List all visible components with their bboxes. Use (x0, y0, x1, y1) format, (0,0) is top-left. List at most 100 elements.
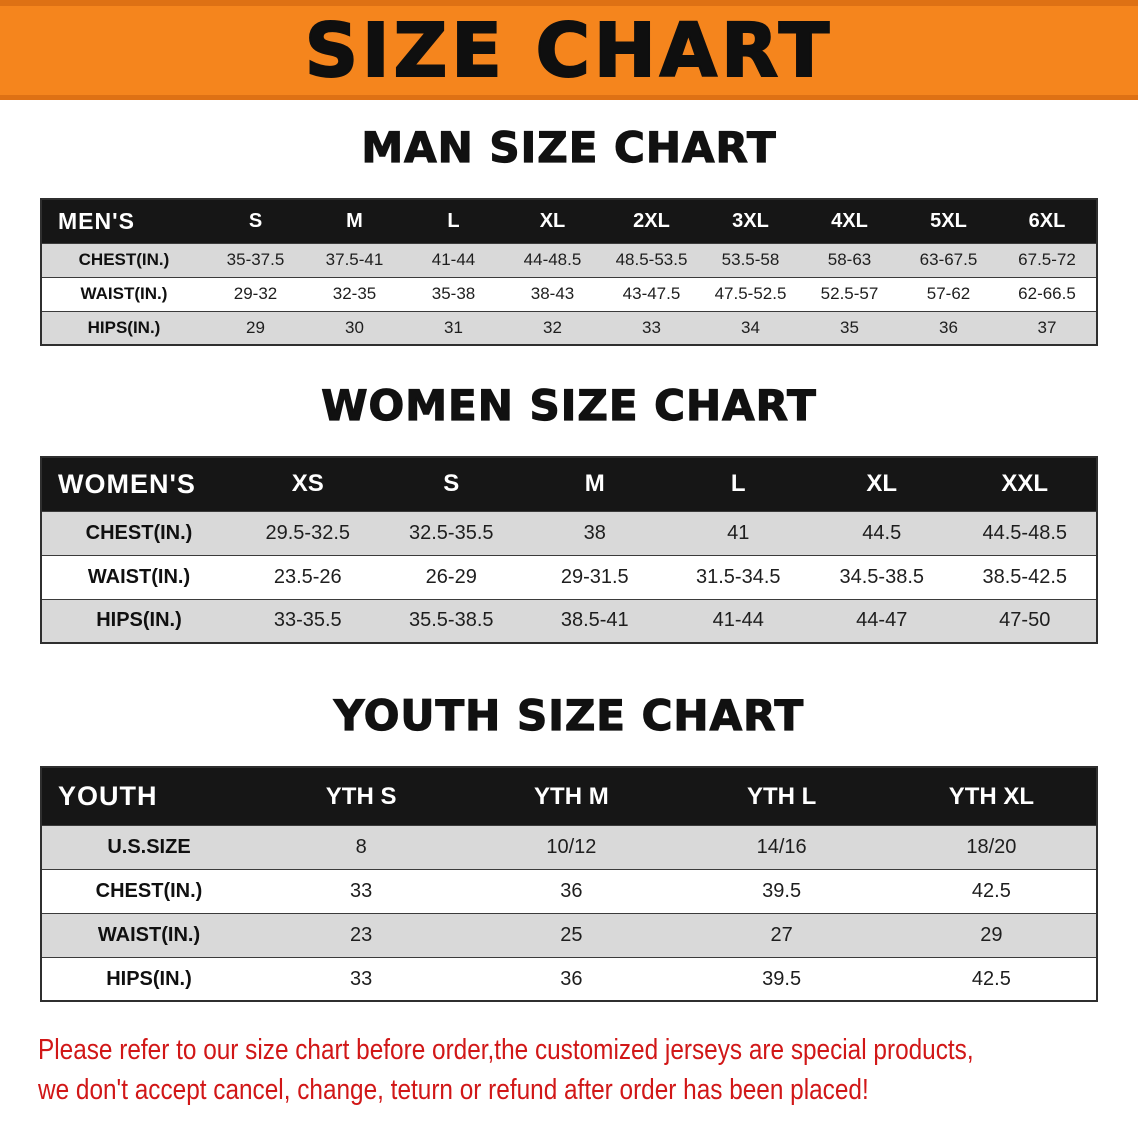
youth-size-table: YOUTH YTH S YTH M YTH L YTH XL U.S.SIZE … (40, 766, 1098, 1003)
table-cell: 36 (560, 967, 583, 990)
men-chart-heading: MAN SIZE CHART (361, 123, 777, 172)
table-cell: 36 (560, 879, 583, 902)
table-cell: 37.5-41 (325, 250, 384, 270)
table-cell: 58-63 (827, 250, 872, 270)
row-label: U.S.SIZE (107, 835, 191, 858)
table-cell: 29 (246, 317, 265, 337)
table-cell: 25 (560, 923, 583, 946)
row-label: CHEST(IN.) (85, 521, 193, 544)
men-corner-label: MEN'S (41, 199, 206, 244)
table-cell: 39.5 (762, 879, 802, 902)
table-cell: 48.5-53.5 (615, 250, 688, 270)
table-cell: 38 (583, 521, 606, 544)
column-header: 5XL (899, 199, 998, 244)
table-cell: 29.5-32.5 (265, 521, 350, 544)
disclaimer-line-1: Please refer to our size chart before or… (38, 1034, 974, 1067)
column-header: 6XL (998, 199, 1097, 244)
table-cell: 47-50 (999, 609, 1051, 632)
table-cell: 47.5-52.5 (714, 284, 787, 304)
table-cell: 44-48.5 (523, 250, 582, 270)
column-header: YTH XL (886, 767, 1097, 826)
row-label: CHEST(IN.) (95, 879, 203, 902)
column-header: YTH M (466, 767, 677, 826)
column-header: XL (810, 457, 954, 512)
table-row: CHEST(IN.) 29.5-32.5 32.5-35.5 38 41 44.… (41, 511, 1097, 556)
table-row: U.S.SIZE 8 10/12 14/16 18/20 (41, 825, 1097, 870)
table-cell: 23 (350, 923, 373, 946)
table-cell: 67.5-72 (1018, 250, 1076, 270)
table-row: WAIST(IN.) 23.5-26 26-29 29-31.5 31.5-34… (41, 555, 1097, 600)
table-cell: 26-29 (425, 565, 477, 588)
column-header: L (404, 199, 503, 244)
table-cell: 36 (939, 317, 958, 337)
table-cell: 8 (355, 835, 367, 858)
row-label: HIPS(IN.) (87, 317, 161, 337)
column-header: YTH S (256, 767, 467, 826)
column-header: M (523, 457, 667, 512)
table-cell: 35.5-38.5 (408, 609, 494, 632)
banner-title: SIZE CHART (304, 7, 834, 94)
table-cell: 29 (980, 923, 1003, 946)
women-size-table: WOMEN'S XS S M L XL XXL CHEST(IN.) 29.5-… (40, 456, 1098, 645)
table-cell: 18/20 (966, 835, 1017, 858)
table-cell: 42.5 (971, 879, 1011, 902)
table-cell: 39.5 (762, 967, 802, 990)
column-header: M (305, 199, 404, 244)
table-row: CHEST(IN.) 33 36 39.5 42.5 (41, 869, 1097, 914)
table-row: WAIST(IN.) 23 25 27 29 (41, 913, 1097, 958)
table-cell: 23.5-26 (273, 565, 342, 588)
women-corner-label: WOMEN'S (41, 457, 236, 512)
women-chart-heading: WOMEN SIZE CHART (321, 381, 817, 431)
table-cell: 14/16 (756, 835, 807, 858)
table-cell: 35-38 (431, 284, 476, 304)
table-cell: 34.5-38.5 (839, 565, 924, 588)
table-cell: 44.5-48.5 (982, 521, 1067, 544)
table-cell: 57-62 (926, 284, 971, 304)
table-cell: 33 (350, 967, 373, 990)
column-header: S (379, 457, 523, 512)
table-cell: 32.5-35.5 (408, 521, 494, 544)
table-row: WAIST(IN.) 29-32 32-35 35-38 38-43 43-47… (41, 277, 1097, 312)
table-cell: 27 (770, 923, 793, 946)
column-header: XS (236, 457, 380, 512)
column-header: XL (503, 199, 602, 244)
table-cell: 33 (642, 317, 661, 337)
table-cell: 31 (444, 317, 463, 337)
men-header-row: MEN'S S M L XL 2XL 3XL 4XL 5XL 6XL (41, 199, 1097, 244)
column-header: XXL (953, 457, 1097, 512)
table-cell: 38.5-41 (560, 609, 629, 632)
table-cell: 29-32 (233, 284, 278, 304)
men-size-table: MEN'S S M L XL 2XL 3XL 4XL 5XL 6XL CHEST… (40, 198, 1098, 347)
table-cell: 44-47 (856, 609, 908, 632)
disclaimer-line-2: we don't accept cancel, change, teturn o… (38, 1074, 869, 1107)
table-cell: 10/12 (546, 835, 597, 858)
table-cell: 30 (345, 317, 364, 337)
row-label: WAIST(IN.) (87, 565, 191, 588)
youth-chart-heading: YOUTH SIZE CHART (333, 691, 805, 741)
table-cell: 35-37.5 (226, 250, 285, 270)
row-label: HIPS(IN.) (96, 609, 182, 632)
table-cell: 62-66.5 (1018, 284, 1076, 304)
column-header: L (666, 457, 810, 512)
youth-corner-label: YOUTH (41, 767, 256, 826)
row-label: CHEST(IN.) (78, 250, 170, 270)
table-cell: 41-44 (431, 250, 476, 270)
column-header: YTH L (676, 767, 887, 826)
women-header-row: WOMEN'S XS S M L XL XXL (41, 457, 1097, 512)
table-cell: 53.5-58 (721, 250, 780, 270)
column-header: S (206, 199, 305, 244)
table-cell: 32-35 (332, 284, 377, 304)
row-label: WAIST(IN.) (80, 284, 168, 304)
table-cell: 42.5 (971, 967, 1011, 990)
table-cell: 41 (727, 521, 750, 544)
table-row: CHEST(IN.) 35-37.5 37.5-41 41-44 44-48.5… (41, 243, 1097, 278)
table-cell: 63-67.5 (919, 250, 978, 270)
table-cell: 44.5 (862, 521, 902, 544)
table-cell: 29-31.5 (560, 565, 629, 588)
table-cell: 38.5-42.5 (982, 565, 1067, 588)
column-header: 2XL (602, 199, 701, 244)
table-cell: 32 (543, 317, 562, 337)
size-chart-banner: SIZE CHART (0, 0, 1138, 100)
table-row: HIPS(IN.) 33 36 39.5 42.5 (41, 957, 1097, 1002)
table-cell: 37 (1037, 317, 1057, 337)
